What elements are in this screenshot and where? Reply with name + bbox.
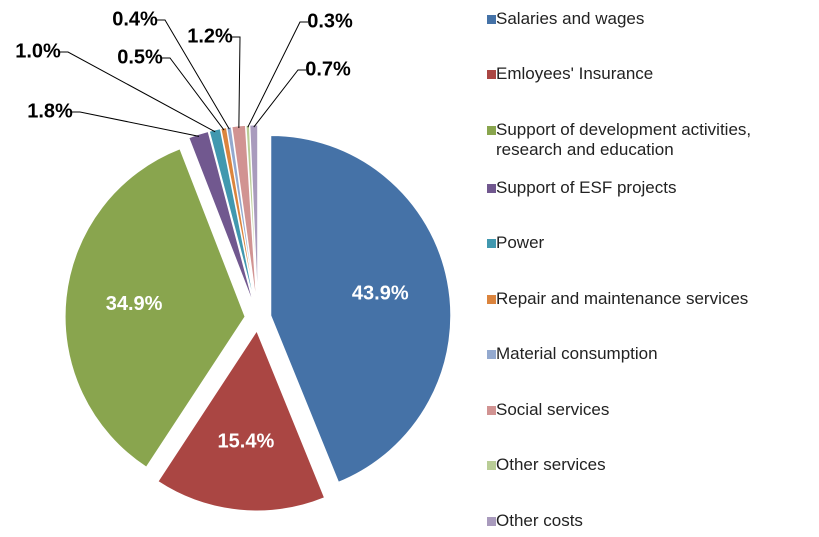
leader-line [157,19,230,130]
pie-slice [157,329,326,512]
pie-slice [270,135,452,483]
leader-line [162,57,225,131]
legend-swatch [487,461,496,470]
legend-label: Other costs [496,511,583,530]
pie-slice [64,148,246,468]
legend-label: Other services [496,455,606,474]
legend-entry: Social services [487,400,814,420]
legend-label: Power [496,233,545,252]
legend-swatch [487,184,496,193]
pie-slice [208,128,256,306]
legend-swatch [487,350,496,359]
legend-swatch [487,295,496,304]
slice-label: 43.9% [352,282,409,304]
legend-entry: Support of development activities, resea… [487,120,814,160]
legend-swatch [487,406,496,415]
legend-entry: Other services [487,455,814,475]
legend-entry: Material consumption [487,344,814,364]
legend-swatch [487,126,496,135]
slice-label: 0.5% [117,46,163,68]
legend-label: Support of development activities, resea… [496,120,752,159]
slice-label: 1.0% [15,40,61,62]
slice-label: 0.7% [305,58,351,80]
slice-label: 34.9% [106,293,163,315]
legend-label: Emloyees' Insurance [496,64,654,83]
slice-label: 15.4% [218,430,275,452]
legend-swatch [487,517,496,526]
pie-slice [226,126,257,306]
legend-label: Support of ESF projects [496,178,677,197]
slice-label: 0.3% [307,10,353,32]
legend-swatch [487,70,496,79]
legend-entry: Repair and maintenance services [487,289,814,309]
legend-label: Social services [496,400,610,419]
legend-entry: Other costs [487,511,814,531]
legend-label: Repair and maintenance services [496,289,749,308]
leader-line [253,69,306,128]
legend-entry: Salaries and wages [487,9,814,29]
leader-line [247,21,308,128]
legend-entry: Power [487,233,814,253]
legend-entry: Support of ESF projects [487,178,814,198]
leader-line [232,36,241,128]
legend-swatch [487,15,496,24]
slice-label: 1.2% [187,25,233,47]
pie-slice [249,124,259,306]
legend-label: Salaries and wages [496,9,645,28]
slice-label: 1.8% [27,100,73,122]
leader-line [60,51,216,133]
legend-swatch [487,239,496,248]
leader-line [72,111,200,137]
legend-entry: Emloyees' Insurance [487,64,814,84]
legend-label: Material consumption [496,344,658,363]
pie-slice [188,130,255,306]
slice-label: 0.4% [112,8,158,30]
